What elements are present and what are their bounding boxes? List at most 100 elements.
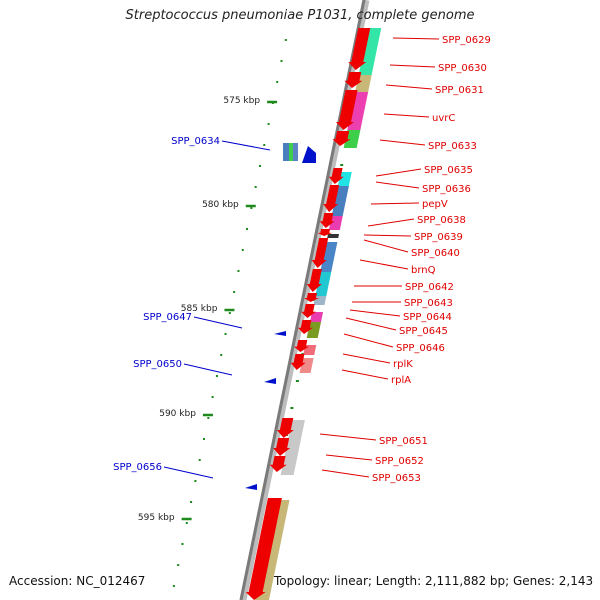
genome-title: Streptococcus pneumoniae P1031, complete… [125,8,475,23]
reverse-gene-marker [264,378,276,384]
gene-label: SPP_0636 [422,184,471,195]
gene-arrow [276,418,294,438]
feature-block [283,143,289,161]
kbp-label: 585 kbp [181,304,218,314]
gene-label: SPP_0647 [143,312,192,323]
label-leader [345,317,397,331]
feature-block [299,358,314,373]
label-leaders [163,37,440,479]
gene-arrow [297,320,313,334]
gene-label: SPP_0634 [171,136,220,147]
gene-arrow [344,72,363,88]
gene-label: SPP_0630 [438,63,487,74]
gene-arrow [290,354,306,370]
gene-arrow [348,28,371,70]
label-leader [343,333,394,348]
feature-block [309,312,324,322]
gene-label: pepV [422,199,448,210]
label-leader [319,433,377,441]
feature-block [337,172,352,186]
gene-arrow [293,340,309,352]
gene-label: SPP_0645 [399,326,448,337]
gene-label: SPP_0656 [113,462,162,473]
accession-text: Accession: NC_012467 [9,574,146,588]
gene-arrow [332,131,351,146]
gene-label: rplA [391,375,411,386]
feature-block [280,420,305,475]
gene-label: brnQ [411,265,436,276]
label-leader [193,316,243,329]
gene-label: SPP_0652 [375,456,424,467]
reverse-gene-marker [302,146,316,163]
label-leader [321,469,370,478]
gene-arrow [303,293,319,302]
gene-arrow [319,213,335,228]
label-leader [367,218,415,227]
gene-label: SPP_0639 [414,232,463,243]
gene-arrow [306,269,322,292]
feature-block [347,92,369,130]
feature-block [331,186,349,216]
feature-block [306,322,321,338]
gene-label: SPP_0646 [396,343,445,354]
gene-arrow [323,185,340,212]
gene-arrow [335,90,358,130]
kbp-label: 580 kbp [202,200,239,210]
gene-label: SPP_0638 [417,215,466,226]
feature-block [289,143,293,161]
label-leader [183,363,233,376]
gene-label: SPP_0631 [435,85,484,96]
kbp-label: 590 kbp [159,409,196,419]
label-leader [370,202,420,205]
gene-labels: SPP_0629 SPP_0630 SPP_0631 uvrC SPP_0633 SPP_… [113,35,491,484]
kbp-label: 595 kbp [138,513,175,523]
gene-label: SPP_0635 [424,165,473,176]
label-leader [341,369,389,380]
topology-text: Topology: linear; Length: 2,111,882 bp; … [274,574,594,588]
kbp-label: 575 kbp [223,96,260,106]
label-leader [375,181,420,189]
gene-label: SPP_0633 [428,141,477,152]
label-leader [379,139,426,146]
gene-arrow [269,456,287,472]
label-leader [325,454,373,461]
gene-label: SPP_0643 [404,298,453,309]
label-leader [342,353,391,364]
gene-label: SPP_0651 [379,436,428,447]
feature-block [293,143,298,161]
label-leader [363,234,412,237]
label-leader [349,309,401,317]
label-leader [375,168,422,177]
gene-arrows [245,28,371,600]
gene-label: rplK [393,359,413,370]
gene-label: uvrC [432,113,455,124]
reverse-gene-marker [245,484,257,490]
feature-block [327,234,340,238]
kbp-labels: 575 kbp 580 kbp 585 kbp 590 kbp 595 kbp [138,96,260,523]
gene-label: SPP_0644 [403,312,452,323]
gene-label: SPP_0640 [411,248,460,259]
label-leader [383,113,430,118]
label-leader [363,239,409,253]
gene-arrow [301,304,317,318]
label-leader [163,466,214,479]
gene-arrow [245,498,282,600]
reverse-gene-marker [274,331,286,336]
label-leader [392,37,440,40]
gene-label: SPP_0650 [133,359,182,370]
label-leader [359,259,409,270]
label-leader [389,64,436,68]
gene-arrow [328,168,344,184]
gene-label: SPP_0629 [442,35,491,46]
feature-block [328,216,343,230]
gene-arrow [317,229,333,236]
gene-arrow [273,438,291,456]
label-leader [385,84,433,90]
gene-label: SPP_0653 [372,473,421,484]
label-leader [221,140,271,151]
gene-arrow [311,238,329,268]
feature-block [320,242,338,272]
gene-label: SPP_0642 [405,282,454,293]
